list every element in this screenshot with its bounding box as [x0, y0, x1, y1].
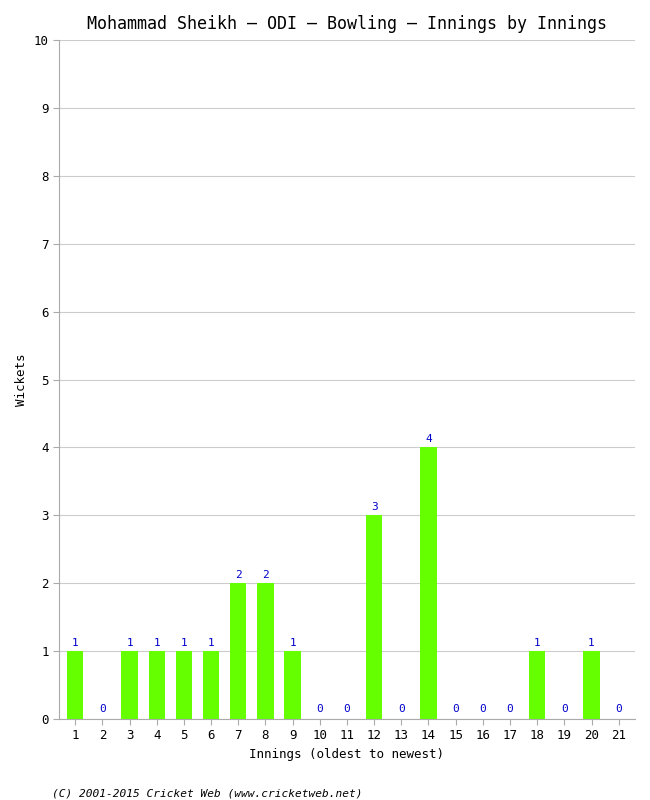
Text: 2: 2: [262, 570, 269, 580]
Text: 1: 1: [153, 638, 160, 648]
Title: Mohammad Sheikh – ODI – Bowling – Innings by Innings: Mohammad Sheikh – ODI – Bowling – Inning…: [87, 15, 607, 33]
Bar: [285, 651, 301, 719]
Text: 1: 1: [588, 638, 595, 648]
Text: 0: 0: [99, 704, 106, 714]
Bar: [230, 583, 246, 719]
Bar: [583, 651, 600, 719]
Text: 1: 1: [208, 638, 214, 648]
Text: 4: 4: [425, 434, 432, 444]
Text: 0: 0: [317, 704, 323, 714]
Text: 1: 1: [289, 638, 296, 648]
Bar: [421, 447, 437, 719]
Bar: [366, 515, 382, 719]
Text: 0: 0: [480, 704, 486, 714]
Text: 0: 0: [398, 704, 405, 714]
Bar: [176, 651, 192, 719]
Bar: [67, 651, 83, 719]
X-axis label: Innings (oldest to newest): Innings (oldest to newest): [250, 748, 445, 761]
Text: 1: 1: [72, 638, 79, 648]
Bar: [203, 651, 219, 719]
Text: 2: 2: [235, 570, 242, 580]
Text: 1: 1: [181, 638, 187, 648]
Bar: [257, 583, 274, 719]
Text: 0: 0: [344, 704, 350, 714]
Text: 3: 3: [370, 502, 378, 512]
Text: (C) 2001-2015 Cricket Web (www.cricketweb.net): (C) 2001-2015 Cricket Web (www.cricketwe…: [52, 788, 363, 798]
Text: 1: 1: [126, 638, 133, 648]
Text: 0: 0: [561, 704, 567, 714]
Text: 0: 0: [506, 704, 514, 714]
Text: 1: 1: [534, 638, 541, 648]
Bar: [149, 651, 165, 719]
Bar: [529, 651, 545, 719]
Text: 0: 0: [452, 704, 459, 714]
Text: 0: 0: [616, 704, 622, 714]
Y-axis label: Wickets: Wickets: [15, 354, 28, 406]
Bar: [122, 651, 138, 719]
